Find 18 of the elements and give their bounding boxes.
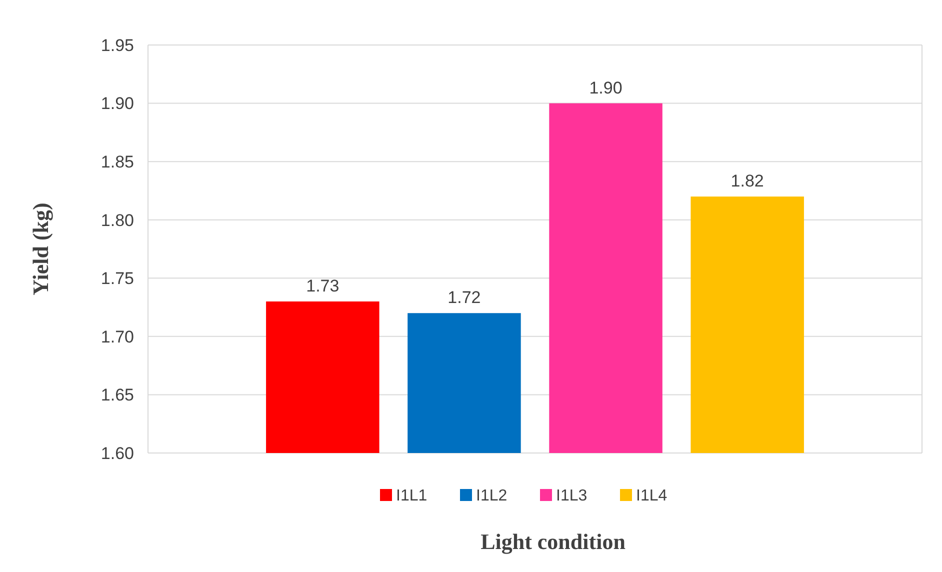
x-axis-title: Light condition [480, 529, 626, 554]
legend-label: I1L1 [396, 488, 428, 505]
y-tick-label: 1.60 [100, 444, 134, 463]
data-label: 1.82 [730, 172, 764, 191]
y-tick-label: 1.90 [100, 94, 134, 114]
data-label: 1.73 [306, 276, 340, 296]
data-label: 1.90 [589, 78, 622, 98]
legend-label: I1L2 [476, 488, 508, 505]
data-label: 1.72 [448, 288, 481, 308]
y-tick-label: 1.75 [100, 269, 134, 288]
y-tick-label: 1.85 [100, 152, 134, 172]
y-tick-label: 1.80 [100, 210, 134, 230]
y-tick-label: 1.95 [100, 36, 134, 55]
y-axis-title: Yield (kg) [28, 202, 53, 296]
legend-label: I1L3 [556, 488, 588, 505]
y-tick-label: 1.70 [100, 327, 134, 346]
legend-label: I1L4 [636, 488, 668, 505]
y-tick-label: 1.65 [100, 386, 134, 405]
